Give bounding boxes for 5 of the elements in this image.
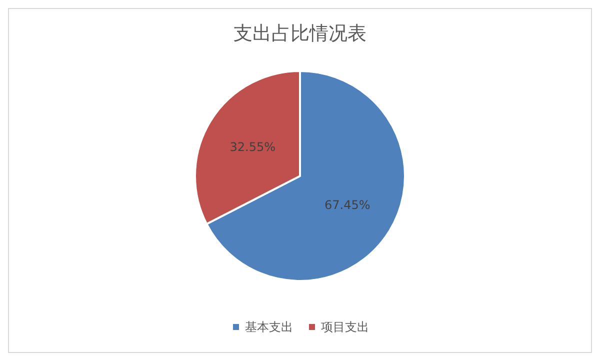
data-label: 32.55% bbox=[230, 140, 276, 154]
data-label: 67.45% bbox=[324, 198, 370, 212]
chart-title: 支出占比情况表 bbox=[234, 22, 366, 44]
legend-label: 基本支出 bbox=[245, 320, 293, 334]
legend-label: 项目支出 bbox=[321, 320, 369, 334]
